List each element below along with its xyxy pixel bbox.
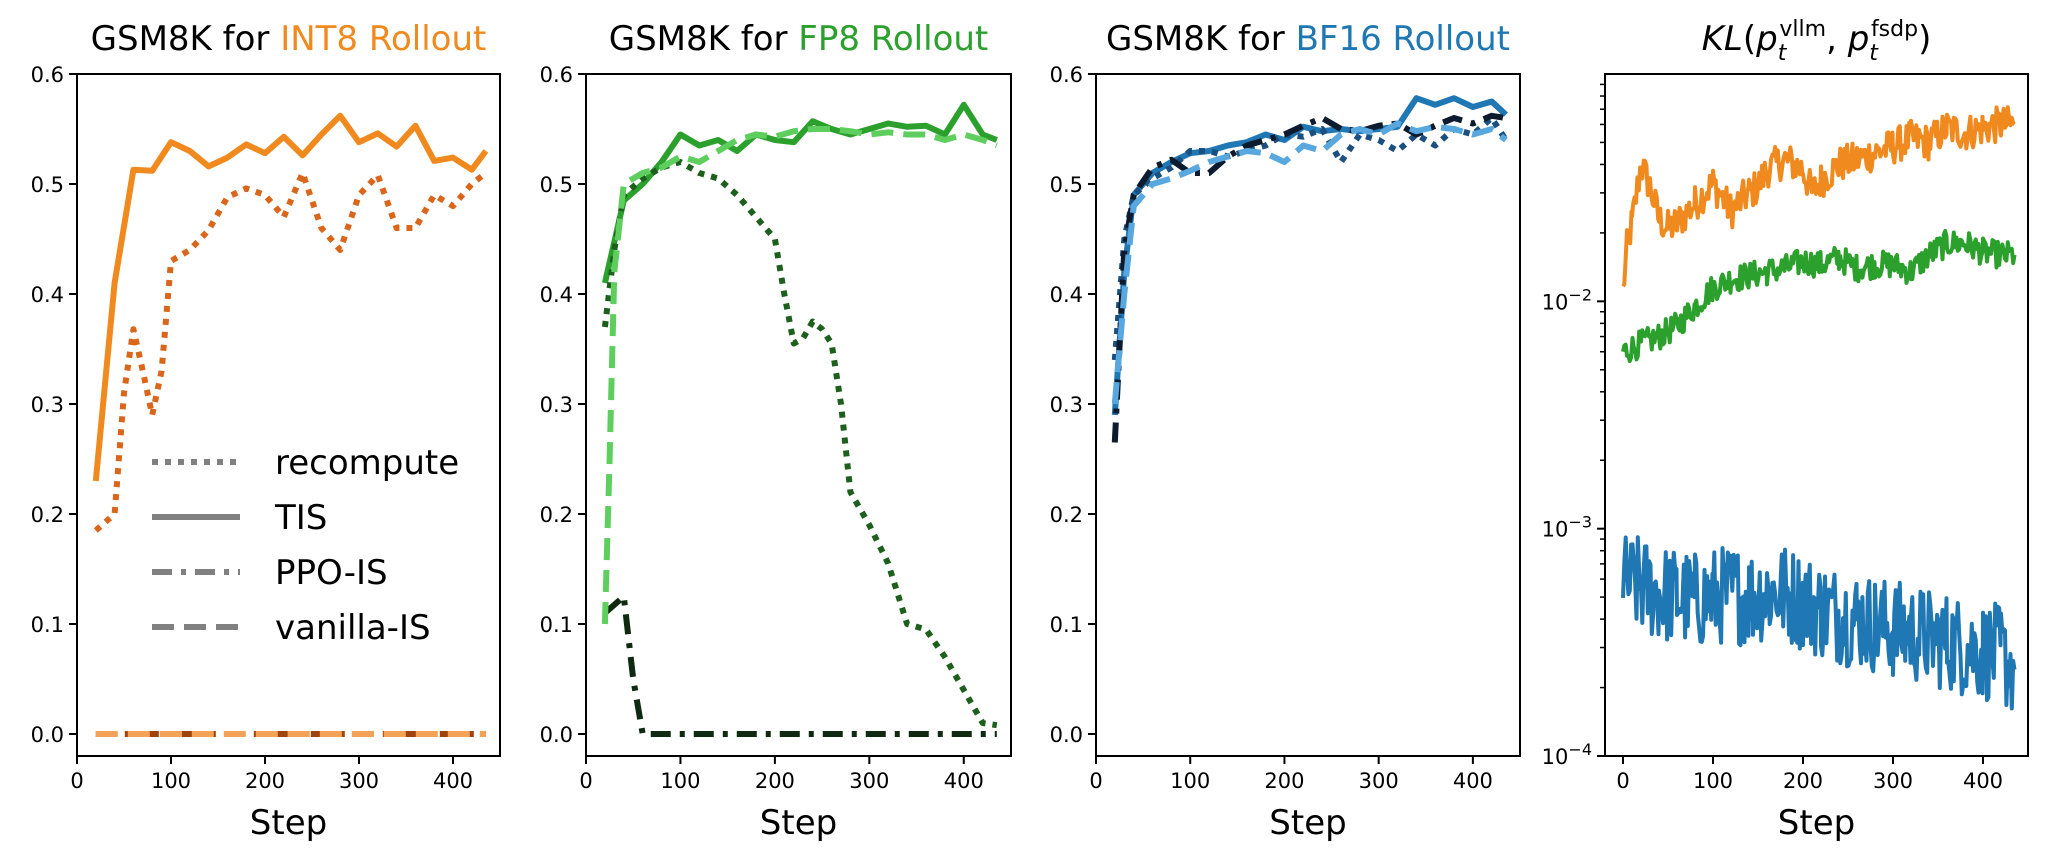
- x-tick-label: 400: [944, 769, 984, 793]
- series-line-int8_kl: [1621, 105, 2016, 288]
- x-tick-label: 0: [579, 769, 592, 793]
- x-axis-label: Step: [1269, 803, 1346, 843]
- chart-panel-4: 0 100 200 300 400 10−4 10−3 10−2 Step KL(ptvllm, …: [1542, 17, 2029, 843]
- series-line-fp8_kl: [1621, 228, 2017, 364]
- chart-title: GSM8K for BF16 Rollout: [1106, 19, 1510, 59]
- y-tick-label: 0.0: [1050, 723, 1083, 747]
- series-line-tis: [1111, 95, 1508, 416]
- plot-frame: [1604, 73, 2029, 757]
- series-line-vanilla_is: [601, 126, 998, 625]
- x-tick-label: 0: [1616, 769, 1629, 793]
- y-tick-label: 0.5: [1050, 173, 1083, 197]
- x-tick-label: 300: [849, 769, 889, 793]
- y-tick-label: 10−3: [1542, 513, 1592, 542]
- x-tick-label: 400: [1453, 769, 1493, 793]
- x-tick-label: 400: [433, 769, 473, 793]
- y-tick-label: 0.4: [540, 283, 573, 307]
- y-tick-label: 0.3: [1050, 393, 1083, 417]
- y-tick-label: 0.6: [540, 63, 573, 87]
- x-tick-label: 200: [245, 769, 285, 793]
- legend-label: TIS: [274, 498, 327, 538]
- x-tick-label: 0: [70, 769, 83, 793]
- series-line-vanilla_is: [1111, 120, 1508, 405]
- y-tick-label: 0.0: [31, 723, 64, 747]
- legend-label: vanilla-IS: [275, 608, 431, 648]
- chart-title: GSM8K for FP8 Rollout: [609, 19, 989, 59]
- series-group: [1621, 105, 2017, 711]
- y-tick-label: 0.5: [31, 173, 64, 197]
- x-tick-label: 300: [1359, 769, 1399, 793]
- y-tick-label: 0.6: [31, 63, 64, 87]
- series-line-ppo_is: [602, 593, 997, 737]
- series-line-tis: [601, 101, 998, 284]
- chart-panel-3: 0 100 200 300 400 0.0 0.1 0.2 0.3 0.4 0.5 0.6 Step GS…: [1050, 19, 1521, 843]
- legend-label: PPO-IS: [275, 553, 388, 593]
- x-tick-label: 400: [1963, 769, 2003, 793]
- y-tick-label: 0.4: [1050, 283, 1083, 307]
- x-tick-label: 100: [151, 769, 191, 793]
- series-line-recompute: [601, 159, 998, 729]
- x-axis-label: Step: [250, 803, 327, 843]
- y-tick-label: 0.2: [31, 503, 64, 527]
- plot-frame: [76, 73, 501, 757]
- x-tick-label: 300: [1873, 769, 1913, 793]
- series-group: [92, 112, 489, 737]
- chart-panel-1: 0 100 200 300 400 0.0 0.1 0.2 0.3 0.4 0.5 0.6 Step GS…: [31, 19, 501, 843]
- chart-title: KL(ptvllm, ptfsdp): [1702, 17, 1932, 66]
- x-tick-label: 200: [1264, 769, 1304, 793]
- x-tick-label: 100: [1693, 769, 1733, 793]
- x-tick-label: 100: [1170, 769, 1210, 793]
- legend: recompute TIS PPO-IS vanilla-IS: [152, 443, 459, 648]
- chart-title: GSM8K for INT8 Rollout: [91, 19, 487, 59]
- series-line-tis: [92, 112, 489, 482]
- legend-item-ppo_is: PPO-IS: [152, 553, 388, 593]
- y-tick-label: 0.6: [1050, 63, 1083, 87]
- plot-frame: [1095, 73, 1521, 757]
- y-tick-label: 0.4: [31, 283, 64, 307]
- chart-panel-2: 0 100 200 300 400 0.0 0.1 0.2 0.3 0.4 0.5 0.6 Step GS…: [540, 19, 1012, 843]
- y-tick-label: 0.2: [540, 503, 573, 527]
- y-tick-label: 10−2: [1542, 285, 1592, 314]
- y-tick-label: 0.1: [1050, 613, 1083, 637]
- series-line-recompute: [1111, 115, 1509, 361]
- legend-item-tis: TIS: [152, 498, 327, 538]
- y-tick-label: 0.1: [540, 613, 573, 637]
- legend-item-recompute: recompute: [152, 443, 459, 483]
- y-tick-label: 10−4: [1542, 740, 1592, 769]
- legend-item-vanilla_is: vanilla-IS: [152, 608, 431, 648]
- series-line-bf16_kl: [1621, 535, 2017, 711]
- y-tick-label: 0.1: [31, 613, 64, 637]
- y-tick-label: 0.5: [540, 173, 573, 197]
- y-tick-label: 0.3: [31, 393, 64, 417]
- x-axis-label: Step: [760, 803, 837, 843]
- x-tick-label: 0: [1089, 769, 1102, 793]
- y-tick-label: 0.2: [1050, 503, 1083, 527]
- y-tick-label: 0.3: [540, 393, 573, 417]
- x-tick-label: 300: [339, 769, 379, 793]
- legend-label: recompute: [275, 443, 459, 483]
- series-line-ppo_is: [1111, 112, 1507, 443]
- series-group: [1111, 95, 1509, 443]
- plot-frame: [585, 73, 1012, 757]
- y-tick-label: 0.0: [540, 723, 573, 747]
- series-group: [601, 101, 998, 737]
- x-axis-label: Step: [1778, 803, 1855, 843]
- x-tick-label: 200: [755, 769, 795, 793]
- x-tick-label: 200: [1783, 769, 1823, 793]
- x-tick-label: 100: [660, 769, 700, 793]
